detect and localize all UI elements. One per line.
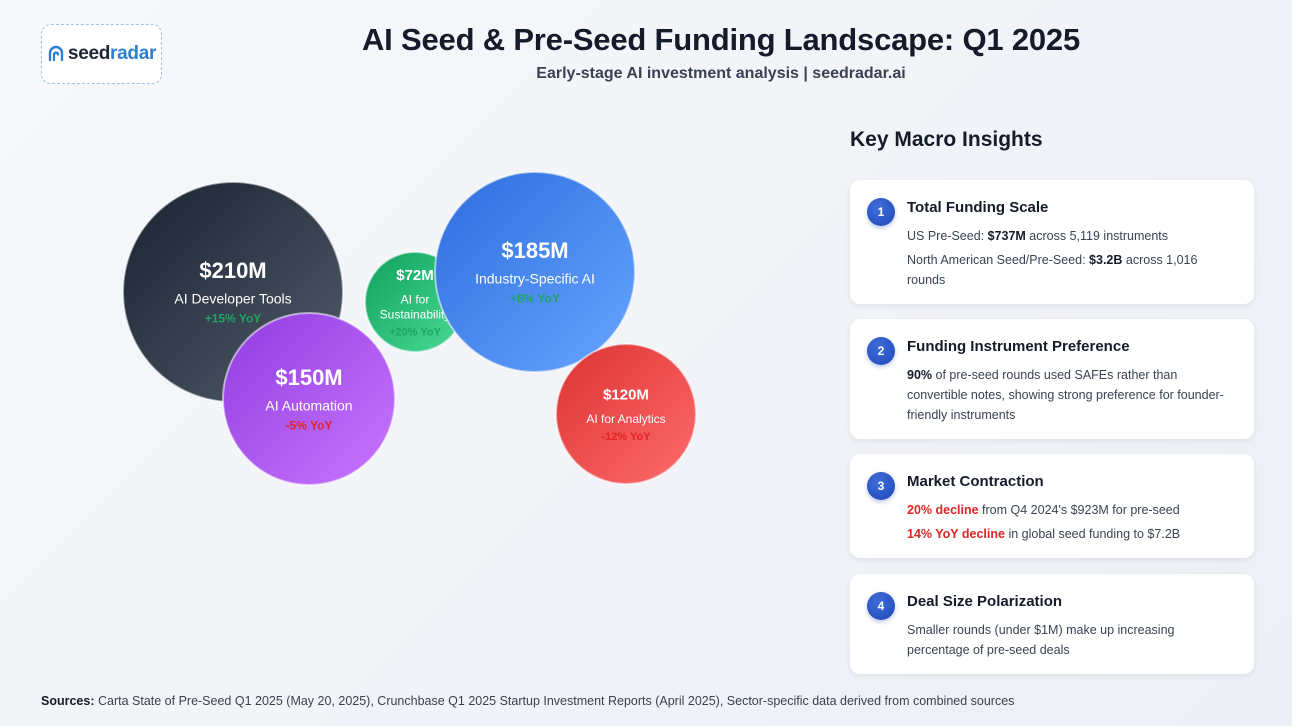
bubble-amount-label: $210M bbox=[199, 258, 266, 283]
card-title: Market Contraction bbox=[907, 473, 1044, 490]
bubble-circle bbox=[222, 312, 396, 486]
radar-logo-icon bbox=[48, 45, 64, 62]
insight-card-market-contraction: 3 Market Contraction 20% decline from Q4… bbox=[850, 454, 1254, 558]
bubble-ai-automation: $150M AI Automation -5% YoY bbox=[222, 312, 396, 486]
bubble-yoy-label: +20% YoY bbox=[389, 326, 442, 338]
insight-card-total-funding: 1 Total Funding Scale US Pre-Seed: $737M… bbox=[850, 180, 1254, 304]
bubble-amount-label: $150M bbox=[275, 365, 342, 390]
bubble-amount-label: $185M bbox=[501, 238, 568, 263]
card-body: Smaller rounds (under $1M) make up incre… bbox=[907, 623, 1175, 657]
sources-footnote: Sources: Carta State of Pre-Seed Q1 2025… bbox=[41, 694, 1015, 708]
card-number-badge: 3 bbox=[867, 472, 895, 500]
bubble-yoy-label: -12% YoY bbox=[601, 431, 651, 443]
bubble-category-label: Sustainability bbox=[380, 307, 451, 321]
bubble-industry-specific-ai: $185M Industry-Specific AI +8% YoY bbox=[434, 171, 636, 373]
bubble-category-label: Industry-Specific AI bbox=[475, 271, 595, 287]
bubble-category-label: AI Automation bbox=[265, 398, 352, 414]
bubble-ai-for-analytics: $120M AI for Analytics -12% YoY bbox=[555, 343, 697, 485]
card-number-badge: 4 bbox=[867, 592, 895, 620]
insights-heading: Key Macro Insights bbox=[850, 128, 1043, 151]
bubble-category-label: AI Developer Tools bbox=[174, 291, 291, 307]
card-number-badge: 2 bbox=[867, 337, 895, 365]
page-subtitle: Early-stage AI investment analysis | see… bbox=[536, 65, 906, 82]
card-title: Total Funding Scale bbox=[907, 199, 1049, 216]
bubble-circle bbox=[555, 343, 697, 485]
bubble-yoy-label: -5% YoY bbox=[286, 419, 333, 433]
insight-card-deal-size: 4 Deal Size Polarization Smaller rounds … bbox=[850, 574, 1254, 674]
bubble-yoy-label: +8% YoY bbox=[510, 292, 560, 306]
bubble-chart: $210M AI Developer Tools +15% YoY $72M AI fo… bbox=[122, 171, 697, 486]
bubble-circle bbox=[434, 171, 636, 373]
logo-text: seedradar bbox=[67, 43, 157, 64]
card-body: 20% decline from Q4 2024's $923M for pre… bbox=[907, 503, 1181, 541]
card-title: Deal Size Polarization bbox=[907, 593, 1063, 610]
bubble-category-label: AI for Analytics bbox=[586, 412, 665, 426]
card-body: 90% of pre-seed rounds used SAFEs rather… bbox=[907, 368, 1224, 422]
card-body: US Pre-Seed: $737M across 5,119 instrume… bbox=[907, 229, 1198, 287]
card-number-badge: 1 bbox=[867, 198, 895, 226]
bubble-amount-label: $120M bbox=[603, 386, 649, 403]
page-title: AI Seed & Pre-Seed Funding Landscape: Q1… bbox=[362, 22, 1080, 57]
insight-card-instrument-preference: 2 Funding Instrument Preference 90% of p… bbox=[850, 319, 1254, 439]
bubble-category-label: AI for bbox=[401, 292, 430, 306]
bubble-amount-label: $72M bbox=[396, 267, 434, 284]
bubble-yoy-label: +15% YoY bbox=[205, 312, 262, 326]
logo: seedradar bbox=[41, 24, 162, 84]
card-title: Funding Instrument Preference bbox=[907, 338, 1130, 355]
